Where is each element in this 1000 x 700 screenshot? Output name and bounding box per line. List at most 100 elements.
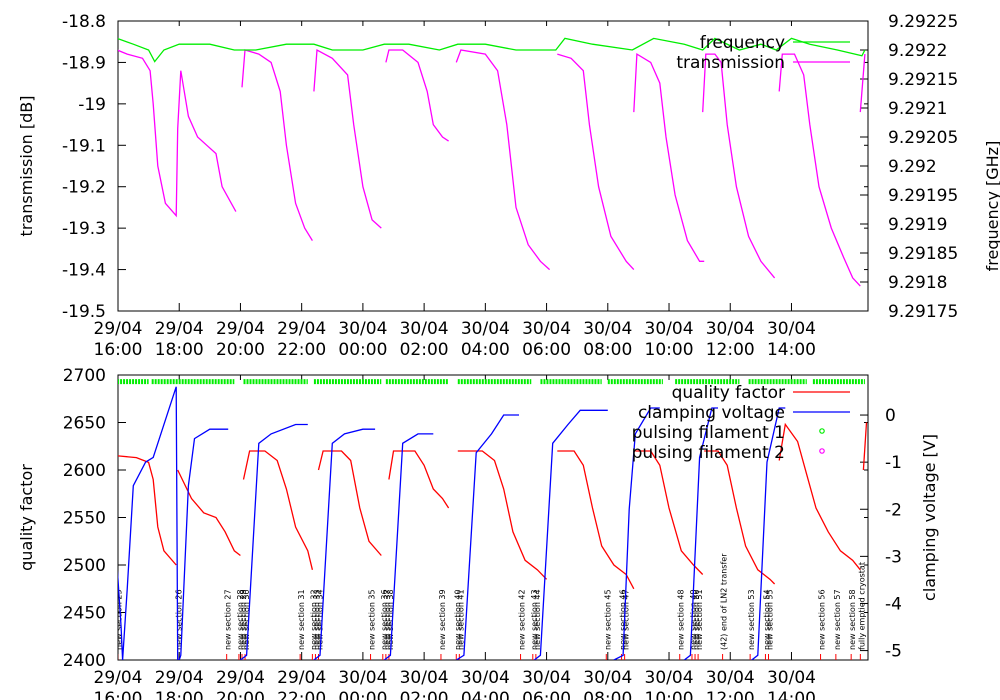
x-tick-time: 20:00 — [216, 689, 265, 700]
series-line-quality-factor — [317, 450, 382, 556]
series-line-quality-factor — [778, 422, 861, 571]
x-tick-date: 30/04 — [767, 668, 816, 688]
series-line-clamping-voltage — [118, 386, 179, 660]
annotation-label: new section 46 — [619, 589, 628, 650]
x-tick-time: 12:00 — [706, 689, 755, 700]
y-right-tick-label: 9.2919 — [888, 215, 947, 235]
data-layer — [118, 37, 866, 287]
x-tick-time: 00:00 — [338, 340, 387, 360]
y-right-tick-label: 9.29185 — [888, 244, 958, 264]
x-tick-date: 29/04 — [155, 319, 204, 339]
x-tick-date: 30/04 — [522, 319, 571, 339]
y-right-tick-label: 9.2922 — [888, 41, 947, 61]
x-tick-date: 29/04 — [277, 319, 326, 339]
y-right-tick-label: -2 — [885, 500, 902, 520]
series-line-clamping-voltage — [751, 407, 786, 660]
bottom-chart: 2700 2650 2600 2550 2500 2450 2400 0 -1 -2 -3 -4 -5 2… — [17, 366, 939, 700]
annotation-label: new section 58 — [848, 589, 857, 650]
series-line-transmission — [633, 52, 705, 262]
series-line-quality-factor — [177, 469, 241, 557]
annotation-label: new section 43 — [530, 589, 539, 650]
y-left-axis-title: transmission [dB] — [17, 96, 36, 237]
x-tick-date: 30/04 — [645, 319, 694, 339]
y-right-tick-label: -3 — [885, 547, 902, 567]
y-left-tick-label: -18.9 — [62, 53, 106, 73]
series-line-quality-factor — [704, 450, 776, 585]
x-tick-time: 12:00 — [706, 340, 755, 360]
annotation-label: new section 33 — [312, 589, 321, 650]
y-left-tick-label: 2650 — [63, 414, 106, 434]
y-right-tick-label: 9.29175 — [888, 302, 958, 322]
x-tick-time: 06:00 — [522, 689, 571, 700]
x-tick-time: 14:00 — [767, 340, 816, 360]
series-line-transmission — [313, 48, 382, 229]
series-line-transmission — [778, 53, 861, 287]
annotation-label: new section 55 — [766, 589, 775, 650]
annotation-label: new section 49 — [689, 589, 698, 650]
annotation-label: new section 39 — [438, 589, 447, 650]
legend-label: transmission — [676, 53, 785, 73]
annotation-label: new section 56 — [818, 589, 827, 650]
series-line-clamping-voltage — [313, 428, 376, 660]
legend-label: quality factor — [672, 383, 785, 403]
x-tick-date: 30/04 — [706, 319, 755, 339]
y-right-tick-label: -1 — [885, 453, 902, 473]
y-left-tick-label: -19 — [78, 95, 106, 115]
x-tick-date: 30/04 — [461, 668, 510, 688]
annotation-label: new section 45 — [603, 589, 612, 650]
annotation-label: new section 53 — [747, 589, 756, 650]
x-tick-date: 29/04 — [94, 668, 143, 688]
y-left-axis-title: quality factor — [17, 464, 36, 571]
annotation-label: new section 37 — [383, 589, 392, 650]
x-tick-date: 30/04 — [583, 319, 632, 339]
annotation-label: new section 34 — [316, 589, 325, 650]
y-right-tick-label: 9.2921 — [888, 99, 947, 119]
series-line-clamping-voltage — [683, 407, 718, 660]
y-left-tick-label: 2450 — [63, 604, 106, 624]
x-tick-date: 30/04 — [583, 668, 632, 688]
annotation-label: new section 47 — [622, 589, 631, 650]
x-tick-date: 30/04 — [338, 319, 387, 339]
y-right-tick-label: 9.29225 — [888, 12, 958, 32]
x-tick-time: 22:00 — [277, 689, 326, 700]
series-line-transmission — [385, 49, 449, 142]
y-right-tick-label: 9.2918 — [888, 273, 947, 293]
data-layer: new section 25 new section 26 new section … — [118, 379, 868, 660]
annotation-label: new section 35 — [368, 589, 377, 650]
annotation-label: new section 40 — [453, 589, 462, 650]
y-left-tick-label: -19.5 — [62, 302, 106, 322]
x-tick-time: 18:00 — [155, 689, 204, 700]
legend-label: clamping voltage — [638, 403, 785, 423]
series-line-quality-factor — [862, 422, 868, 471]
x-tick-date: 30/04 — [400, 319, 449, 339]
annotation-label: new section 27 — [224, 589, 233, 650]
series-line-clamping-voltage — [613, 407, 660, 660]
x-tick-date: 29/04 — [155, 668, 204, 688]
series-line-quality-factor — [557, 450, 635, 590]
x-tick-time: 16:00 — [94, 689, 143, 700]
annotation-label: (42) end of LN2 transfer — [720, 553, 729, 650]
x-tick-time: 04:00 — [461, 689, 510, 700]
y-right-axis-title: clamping voltage [V] — [920, 434, 939, 601]
x-tick-date: 29/04 — [277, 668, 326, 688]
x-tick-date: 29/04 — [216, 319, 265, 339]
series-line-quality-factor — [118, 455, 177, 566]
x-tick-time: 18:00 — [155, 340, 204, 360]
y-right-tick-label: 9.29195 — [888, 186, 958, 206]
x-tick-time: 14:00 — [767, 689, 816, 700]
x-tick-time: 22:00 — [277, 340, 326, 360]
x-tick-date: 29/04 — [94, 319, 143, 339]
y-left-tick-label: -19.1 — [62, 136, 106, 156]
y-left-tick-label: -19.2 — [62, 178, 106, 198]
annotation-label: fully emptied cryostat — [857, 562, 866, 650]
x-tick-date: 30/04 — [400, 668, 449, 688]
y-right-tick-label: 0 — [885, 406, 896, 426]
x-tick-time: 16:00 — [94, 340, 143, 360]
x-tick-date: 30/04 — [767, 319, 816, 339]
annotation-label: new section 44 — [533, 589, 542, 650]
series-line-transmission — [118, 49, 237, 218]
annotation-label: new section 57 — [833, 589, 842, 650]
x-tick-date: 30/04 — [461, 319, 510, 339]
legend-marker — [819, 428, 825, 434]
